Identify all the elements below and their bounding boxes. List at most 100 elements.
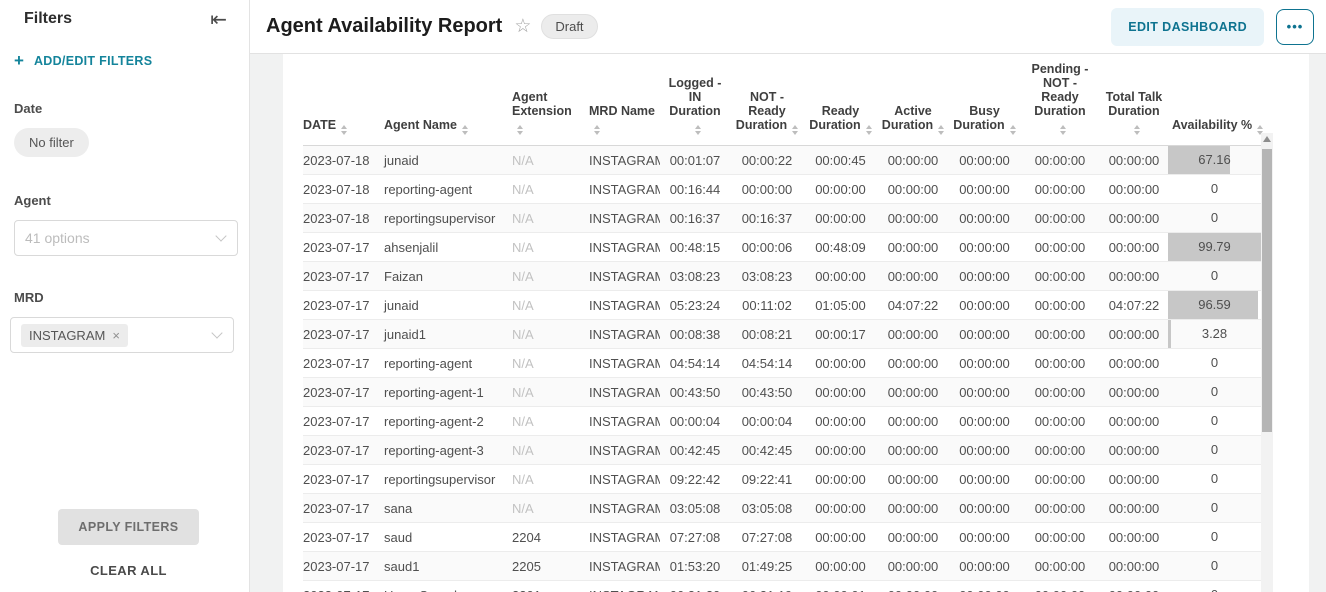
cell-not_ready: 06:21:19 bbox=[730, 580, 804, 592]
sort-icon[interactable] bbox=[792, 125, 799, 135]
sort-icon[interactable] bbox=[1009, 125, 1016, 135]
cell-agent: Faizan bbox=[380, 261, 508, 291]
cell-pending: 00:00:00 bbox=[1020, 377, 1100, 407]
cell-active: 00:00:00 bbox=[877, 232, 949, 262]
agent-select[interactable]: 41 options bbox=[14, 220, 238, 256]
cell-busy: 00:00:00 bbox=[949, 145, 1020, 175]
more-options-button[interactable]: ••• bbox=[1276, 8, 1314, 45]
cell-mrd: INSTAGRAM bbox=[585, 145, 660, 175]
apply-filters-button[interactable]: APPLY FILTERS bbox=[58, 509, 199, 545]
sort-icon[interactable] bbox=[517, 125, 523, 135]
sort-icon[interactable] bbox=[938, 125, 945, 135]
column-header-logged_in[interactable]: Logged - IN Duration bbox=[660, 62, 730, 146]
edit-dashboard-button[interactable]: EDIT DASHBOARD bbox=[1111, 7, 1264, 46]
cell-availability: 0 bbox=[1168, 551, 1261, 581]
sort-icon[interactable] bbox=[461, 125, 468, 135]
date-filter-group: Date No filter bbox=[14, 101, 233, 157]
column-header-ready[interactable]: Ready Duration bbox=[804, 62, 877, 146]
cell-not_ready: 03:08:23 bbox=[730, 261, 804, 291]
cell-mrd: INSTAGRAM bbox=[585, 232, 660, 262]
report-content: DATE Agent Name Agent Extension MRD Name Log… bbox=[250, 54, 1326, 592]
cell-not_ready: 00:42:45 bbox=[730, 435, 804, 465]
column-header-agent[interactable]: Agent Name bbox=[380, 62, 508, 146]
cell-logged_in: 05:23:24 bbox=[660, 290, 730, 320]
cell-availability: 0 bbox=[1168, 522, 1261, 552]
cell-ready: 00:00:00 bbox=[804, 435, 877, 465]
column-header-active[interactable]: Active Duration bbox=[877, 62, 949, 146]
cell-not_ready: 00:00:06 bbox=[730, 232, 804, 262]
sort-icon[interactable] bbox=[1133, 125, 1140, 135]
cell-not_ready: 00:00:22 bbox=[730, 145, 804, 175]
availability-table: DATE Agent Name Agent Extension MRD Name Log… bbox=[303, 62, 1264, 592]
sort-icon[interactable] bbox=[694, 125, 701, 135]
cell-active: 04:07:22 bbox=[877, 290, 949, 320]
cell-ready: 00:00:45 bbox=[804, 145, 877, 175]
cell-agent: ahsenjalil bbox=[380, 232, 508, 262]
filters-title: Filters bbox=[24, 10, 73, 27]
column-header-ext[interactable]: Agent Extension bbox=[508, 62, 585, 146]
cell-pending: 00:00:00 bbox=[1020, 261, 1100, 291]
add-edit-filters-link[interactable]: + ADD/EDIT FILTERS bbox=[14, 52, 233, 69]
cell-date: 2023-07-17 bbox=[303, 377, 380, 407]
cell-not_ready: 00:08:21 bbox=[730, 319, 804, 349]
column-header-not_ready[interactable]: NOT - Ready Duration bbox=[730, 62, 804, 146]
cell-logged_in: 09:22:42 bbox=[660, 464, 730, 494]
sort-icon[interactable] bbox=[341, 125, 348, 135]
cell-mrd: INSTAGRAM bbox=[585, 290, 660, 320]
cell-active: 00:00:00 bbox=[877, 319, 949, 349]
cell-not_ready: 01:49:25 bbox=[730, 551, 804, 581]
column-header-mrd[interactable]: MRD Name bbox=[585, 62, 660, 146]
sort-icon[interactable] bbox=[594, 125, 600, 135]
cell-logged_in: 00:00:04 bbox=[660, 406, 730, 436]
agent-select-placeholder: 41 options bbox=[25, 230, 90, 246]
page-title: Agent Availability Report bbox=[266, 15, 503, 37]
star-icon[interactable]: ☆ bbox=[514, 16, 532, 37]
cell-agent: reporting-agent bbox=[380, 174, 508, 204]
cell-not_ready: 00:16:37 bbox=[730, 203, 804, 233]
date-filter-chip[interactable]: No filter bbox=[14, 128, 89, 157]
cell-pending: 00:00:00 bbox=[1020, 464, 1100, 494]
sidebar-header: Filters ⇤ bbox=[24, 10, 233, 30]
collapse-sidebar-icon[interactable]: ⇤ bbox=[210, 9, 227, 31]
cell-ext: N/A bbox=[508, 145, 585, 175]
chevron-down-icon bbox=[215, 230, 227, 242]
availability-bar bbox=[1168, 233, 1261, 261]
cell-busy: 00:00:00 bbox=[949, 261, 1020, 291]
cell-date: 2023-07-17 bbox=[303, 522, 380, 552]
scrollbar-thumb[interactable] bbox=[1262, 149, 1272, 432]
cell-availability: 96.59 bbox=[1168, 290, 1261, 320]
cell-ready: 00:00:00 bbox=[804, 464, 877, 494]
cell-total_talk: 00:00:00 bbox=[1100, 203, 1168, 233]
cell-availability: 0 bbox=[1168, 261, 1261, 291]
cell-not_ready: 04:54:14 bbox=[730, 348, 804, 378]
tag-close-icon[interactable]: × bbox=[112, 327, 120, 343]
table-row: 2023-07-17Umer Saeed2201INSTAGRAM06:21:2… bbox=[303, 580, 1261, 592]
cell-busy: 00:00:00 bbox=[949, 348, 1020, 378]
cell-date: 2023-07-17 bbox=[303, 551, 380, 581]
column-header-date[interactable]: DATE bbox=[303, 62, 380, 146]
table-row: 2023-07-18 junaid N/A INSTAGRAM 00:01:07 00:0… bbox=[303, 145, 1261, 175]
cell-agent: saud1 bbox=[380, 551, 508, 581]
cell-logged_in: 00:42:45 bbox=[660, 435, 730, 465]
table-row: 2023-07-17 saud 2204 INSTAGRAM 07:27:08 07:27… bbox=[303, 522, 1261, 552]
sort-icon[interactable] bbox=[1257, 125, 1264, 135]
column-header-busy[interactable]: Busy Duration bbox=[949, 62, 1020, 146]
cell-not_ready: 00:00:04 bbox=[730, 406, 804, 436]
scroll-up-icon[interactable] bbox=[1261, 133, 1273, 145]
column-header-availability[interactable]: Availability % bbox=[1168, 62, 1264, 146]
mrd-filter-group: MRD INSTAGRAM × bbox=[10, 290, 234, 353]
clear-all-button[interactable]: CLEAR ALL bbox=[90, 563, 167, 578]
cell-not_ready: 09:22:41 bbox=[730, 464, 804, 494]
column-header-pending[interactable]: Pending - NOT - Ready Duration bbox=[1020, 62, 1100, 146]
sort-icon[interactable] bbox=[865, 125, 872, 135]
availability-bar bbox=[1168, 291, 1258, 319]
sort-icon[interactable] bbox=[1059, 125, 1066, 135]
cell-logged_in: 04:54:14 bbox=[660, 348, 730, 378]
cell-total_talk: 00:00:00 bbox=[1100, 493, 1168, 523]
vertical-scrollbar[interactable] bbox=[1261, 133, 1273, 592]
cell-ext: N/A bbox=[508, 232, 585, 262]
column-header-total_talk[interactable]: Total Talk Duration bbox=[1100, 62, 1168, 146]
mrd-select[interactable]: INSTAGRAM × bbox=[10, 317, 234, 353]
cell-agent: reportingsupervisor bbox=[380, 203, 508, 233]
